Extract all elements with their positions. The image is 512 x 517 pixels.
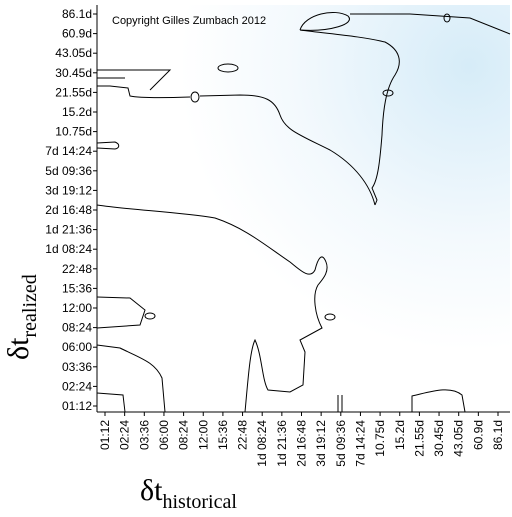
y-tick-label: 2d 16:48	[45, 203, 92, 217]
y-tick-label: 60.9d	[62, 27, 92, 41]
contour-line	[97, 85, 191, 99]
x-tick-label: 2d 16:48	[295, 420, 309, 467]
y-tick-label: 01:12	[62, 399, 92, 413]
y-tick-label: 7d 14:24	[45, 144, 92, 158]
y-tick-label: 08:24	[62, 321, 92, 335]
x-tick-label: 12:00	[196, 420, 210, 450]
contour-line	[411, 389, 466, 413]
contour-line	[324, 313, 336, 321]
contour-line	[299, 29, 400, 206]
x-tick-label: 43.05d	[452, 420, 466, 457]
contour-line	[382, 89, 394, 97]
x-tick-label: 21.55d	[412, 420, 426, 457]
x-tick-label: 01:12	[98, 420, 112, 450]
x-tick-label: 3d 19:12	[314, 420, 328, 467]
contour-line	[97, 69, 172, 91]
x-tick-label: 02:24	[118, 420, 132, 450]
x-tick-label: 10.75d	[373, 420, 387, 457]
y-tick-label: 15.2d	[62, 105, 92, 119]
y-tick-label: 86.1d	[62, 7, 92, 21]
contour-line	[96, 141, 120, 150]
y-tick-label: 1d 08:24	[45, 242, 92, 256]
contour-line	[96, 392, 126, 413]
y-tick-label: 15:36	[62, 281, 92, 295]
contour-line	[199, 94, 376, 206]
x-tick-label: 03:36	[137, 420, 151, 450]
x-tick-label: 15:36	[216, 420, 230, 450]
y-tick-label: 5d 09:36	[45, 164, 92, 178]
y-axis-label: δtrealized	[2, 274, 41, 360]
y-tick-label: 06:00	[62, 340, 92, 354]
y-tick-label: 43.05d	[55, 46, 92, 60]
x-tick-label: 1d 08:24	[255, 420, 269, 467]
x-axis-label: δthistorical	[140, 474, 237, 512]
contour-line	[443, 13, 451, 23]
x-tick-label: 60.9d	[471, 420, 485, 450]
y-tick-label: 03:36	[62, 360, 92, 374]
x-tick-label: 15.2d	[393, 420, 407, 450]
contour-line	[96, 296, 146, 329]
x-tick-label: 7d 14:24	[353, 420, 367, 467]
y-label-subscript: realized	[19, 274, 41, 337]
contour-line	[96, 204, 328, 413]
contour-line	[96, 344, 166, 413]
y-tick-label: 1d 21:36	[45, 223, 92, 237]
x-label-symbol: δt	[140, 474, 163, 507]
x-tick-label: 1d 21:36	[275, 420, 289, 467]
y-label-symbol: δt	[2, 337, 35, 360]
y-tick-label: 22:48	[62, 262, 92, 276]
y-tick-label: 12:00	[62, 301, 92, 315]
y-tick-label: 10.75d	[55, 125, 92, 139]
annotation: Copyright Gilles Zumbach 2012	[112, 15, 266, 27]
x-tick-label: 5d 09:36	[334, 420, 348, 467]
contour-line	[217, 63, 239, 73]
y-tick-label: 02:24	[62, 379, 92, 393]
contour-line	[337, 395, 343, 412]
x-tick-label: 30.45d	[432, 420, 446, 457]
contour-line	[350, 13, 511, 35]
y-tick-label: 3d 19:12	[45, 183, 92, 197]
x-label-subscript: historical	[162, 491, 237, 512]
y-tick-label: 21.55d	[55, 85, 92, 99]
y-tick-label: 30.45d	[55, 66, 92, 80]
contour-line	[144, 312, 156, 320]
contour-line	[190, 91, 200, 103]
contours	[96, 12, 511, 413]
contour-line	[299, 12, 350, 31]
x-tick-label: 22:48	[236, 420, 250, 450]
x-tick-label: 08:24	[177, 420, 191, 450]
plot-area	[97, 5, 510, 412]
x-tick-label: 86.1d	[491, 420, 505, 450]
x-tick-label: 06:00	[157, 420, 171, 450]
